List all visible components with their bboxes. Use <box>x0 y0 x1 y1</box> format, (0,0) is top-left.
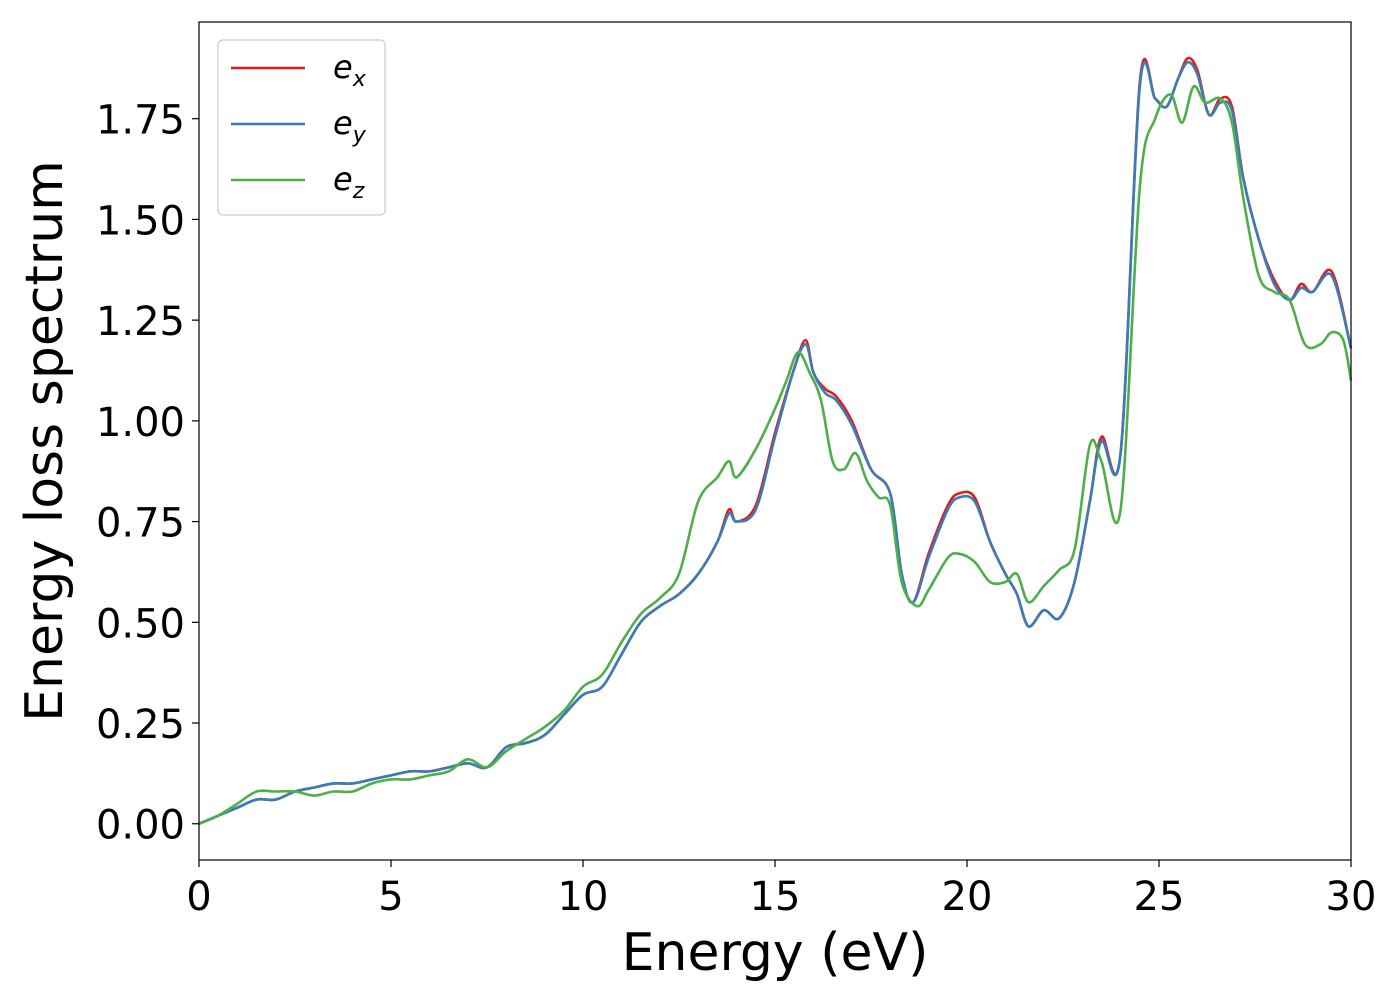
y-axis-label: Energy loss spectrum <box>15 160 75 722</box>
series-line-ez <box>198 84 1353 825</box>
legend-entry-ez: ez <box>333 160 365 204</box>
x-tick-label: 25 <box>1134 874 1185 920</box>
y-tick-label: 1.25 <box>96 299 185 345</box>
y-tick-label: 1.75 <box>96 98 185 144</box>
x-axis-label: Energy (eV) <box>622 923 929 983</box>
y-tick-label: 0.00 <box>96 803 185 849</box>
x-tick-label: 30 <box>1326 874 1377 920</box>
y-axis: 0.00 0.25 0.50 0.75 1.00 1.25 1.50 1.75 <box>96 98 199 849</box>
legend-entry-ey: ey <box>333 104 367 148</box>
legend-box <box>217 39 386 216</box>
y-tick-label: 0.50 <box>96 601 185 647</box>
x-tick-label: 0 <box>186 874 211 920</box>
legend: ex ey ez <box>217 39 386 216</box>
y-tick-label: 1.50 <box>96 198 185 244</box>
y-tick-label: 0.75 <box>96 501 185 547</box>
x-tick-label: 15 <box>750 874 801 920</box>
x-tick-label: 10 <box>558 874 609 920</box>
y-tick-label: 0.25 <box>96 702 185 748</box>
x-axis: 0 5 10 15 20 25 30 <box>186 860 1376 920</box>
series-line-ey <box>198 60 1353 825</box>
y-tick-label: 1.00 <box>96 400 185 446</box>
series-layer <box>198 56 1353 825</box>
x-tick-label: 5 <box>378 874 403 920</box>
legend-entry-ex: ex <box>333 48 367 92</box>
x-tick-label: 20 <box>942 874 993 920</box>
